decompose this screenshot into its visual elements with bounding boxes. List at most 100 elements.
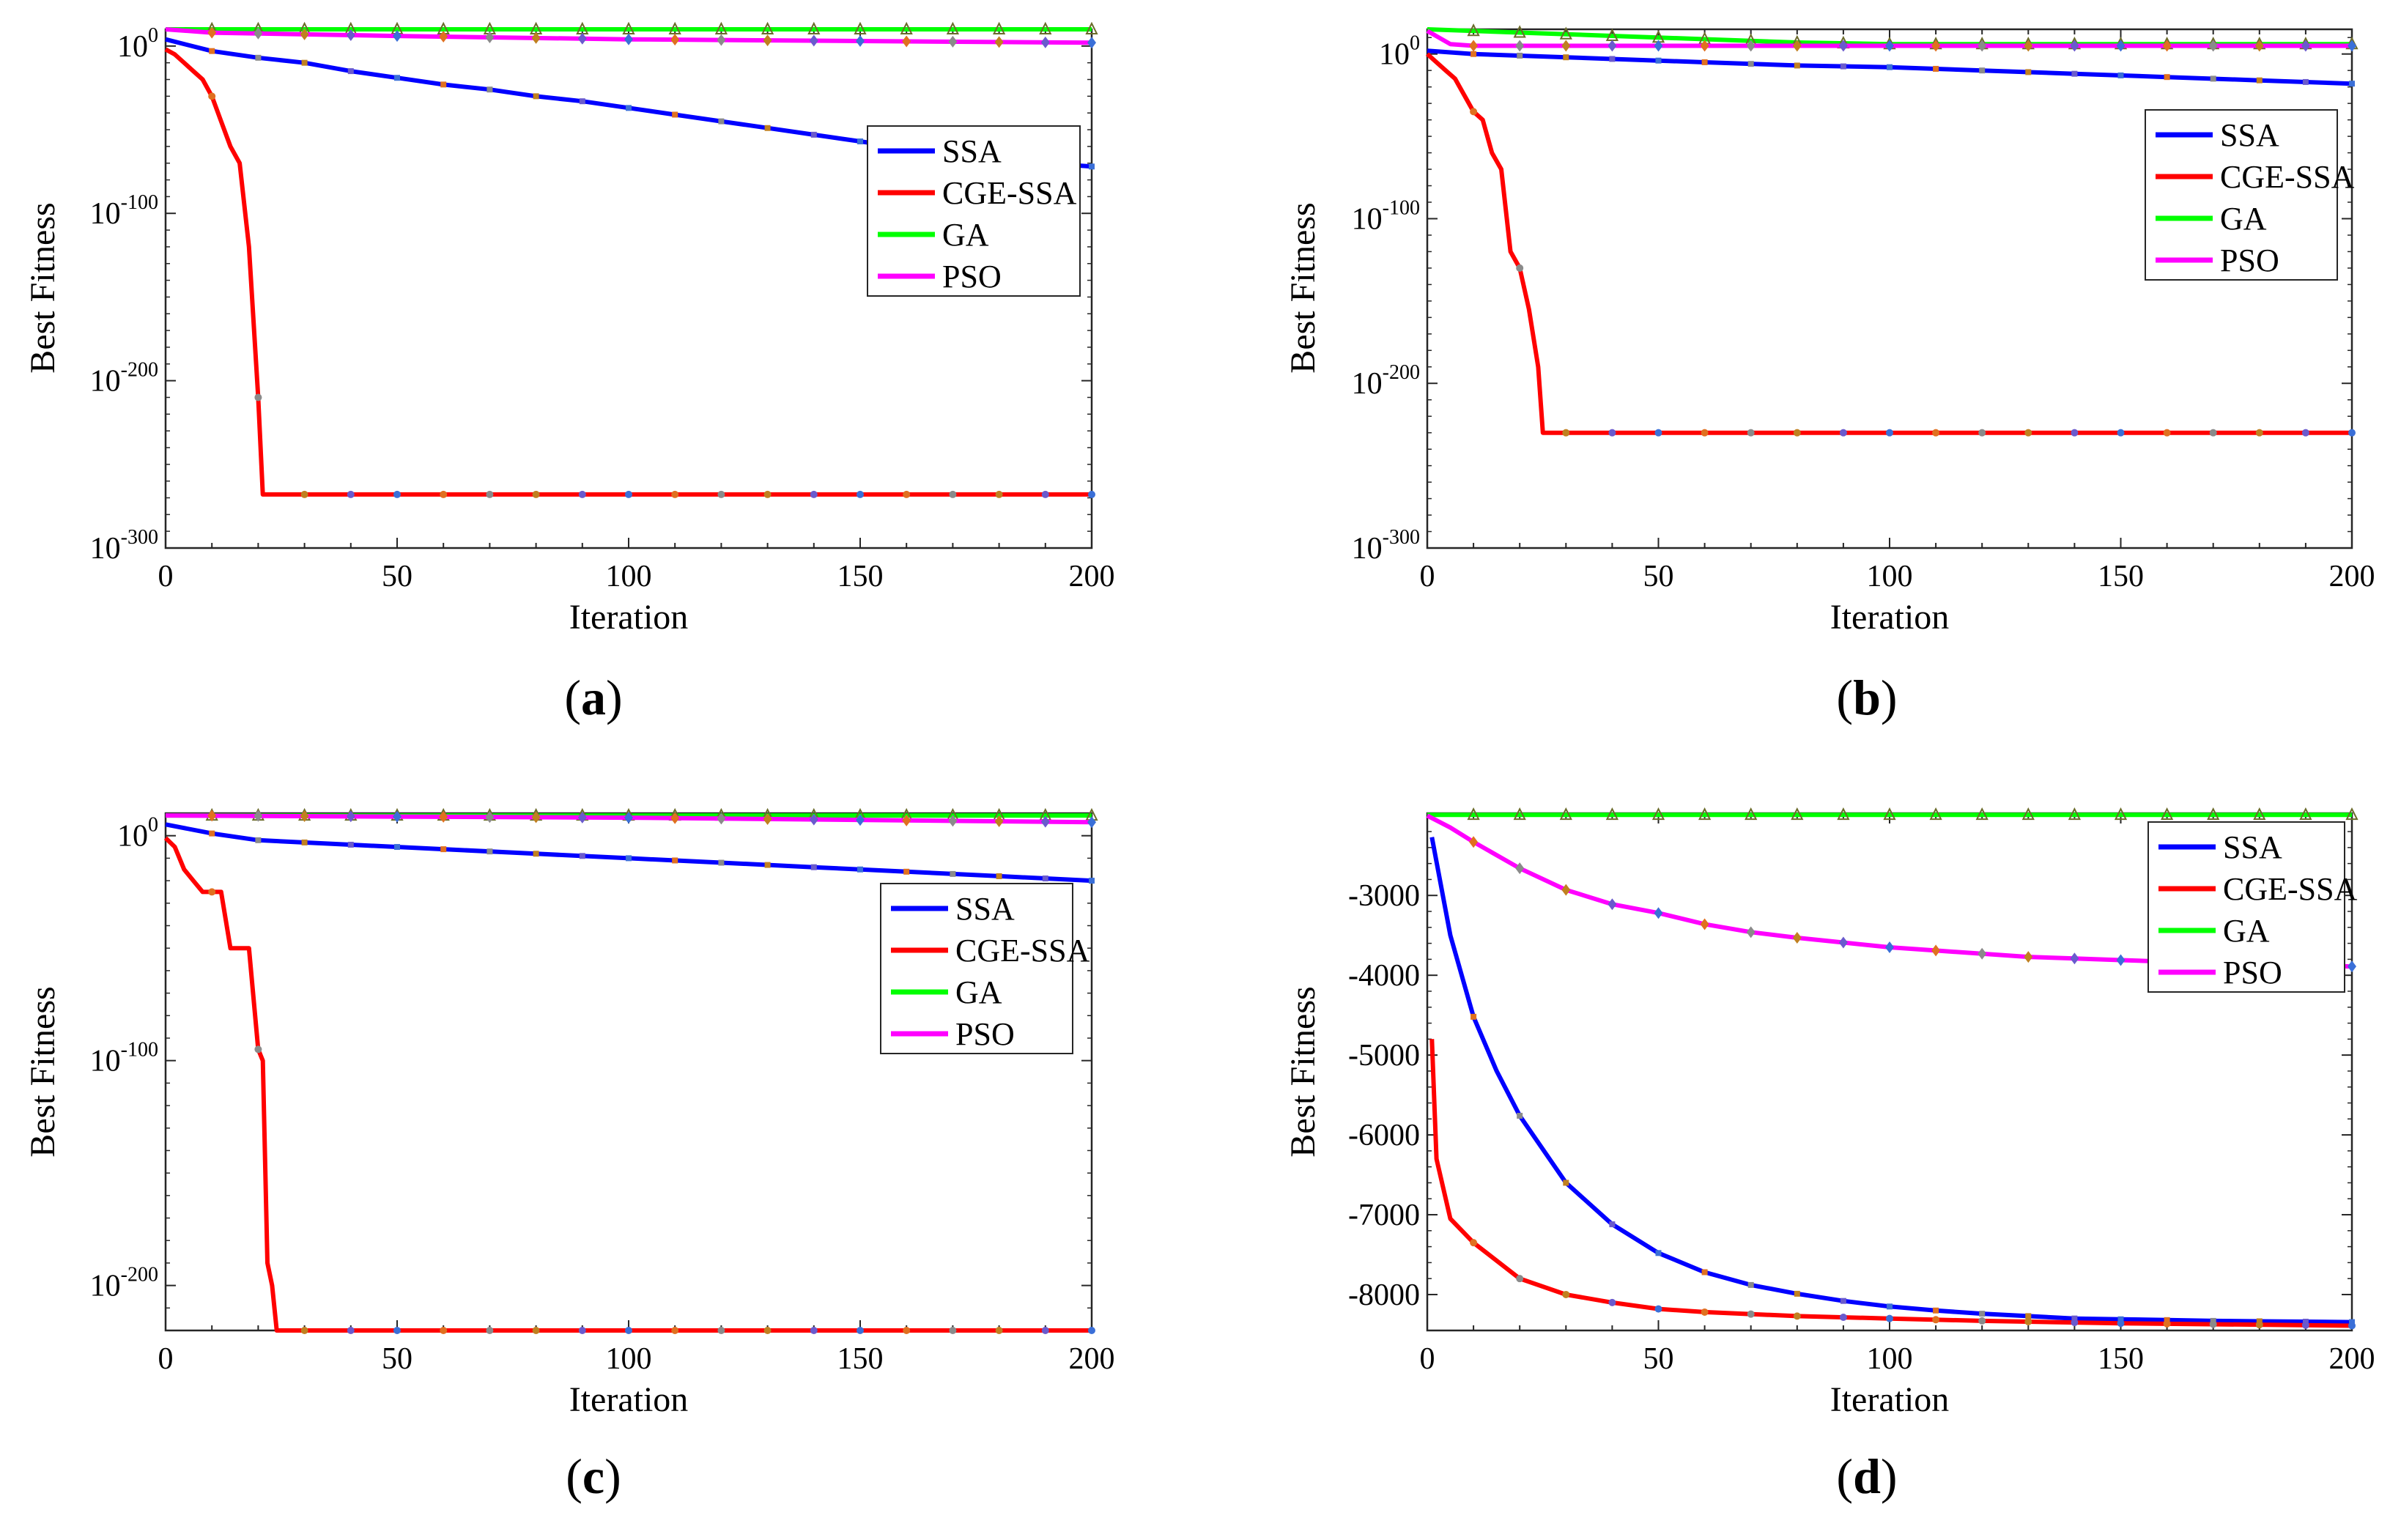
series-marker-pso: [1561, 40, 1571, 52]
series-marker-ssa: [1979, 67, 1986, 74]
legend-box: [880, 883, 1073, 1054]
series-marker-pso: [346, 29, 355, 41]
series-marker-ga: [1605, 807, 1619, 821]
series-marker-cge-ssa: [347, 1327, 355, 1334]
series-marker-pso: [2116, 40, 2126, 52]
x-axis-label: Iteration: [569, 598, 689, 637]
series-marker-pso: [902, 35, 911, 48]
y-axis-label: Best Fitness: [23, 202, 62, 373]
legend: SSA CGE-SSA GA PSO: [880, 883, 1090, 1054]
series-marker-cge-ssa: [2209, 1320, 2217, 1328]
y-axis-label: Best Fitness: [1284, 986, 1322, 1157]
series-marker-cge-ssa: [2301, 429, 2309, 437]
series-marker-ssa: [857, 866, 863, 873]
legend-label-ssa: SSA: [2223, 829, 2282, 865]
series-marker-pso: [1746, 926, 1756, 939]
series-marker-pso: [1746, 40, 1756, 52]
y-axis-label: Best Fitness: [23, 986, 62, 1157]
series-marker-cge-ssa: [208, 888, 216, 896]
x-tick-label: 100: [606, 1342, 652, 1376]
series-marker-cge-ssa: [2255, 1321, 2263, 1329]
series-marker-pso: [670, 812, 680, 824]
series-marker-ga: [2114, 807, 2128, 821]
series-marker-cge-ssa: [1608, 429, 1616, 437]
series-marker-pso: [624, 812, 633, 824]
x-tick-label: 50: [382, 560, 413, 593]
series-marker-pso: [1792, 931, 1802, 944]
series-marker-ssa: [1794, 62, 1800, 69]
series-marker-pso: [531, 811, 541, 823]
x-tick-label: 50: [1643, 1342, 1674, 1376]
series-marker-ssa: [347, 841, 354, 848]
series-marker-ssa: [1470, 51, 1477, 57]
legend-label-cge-ssa: CGE-SSA: [2220, 159, 2355, 195]
series-marker-ga: [992, 21, 1006, 34]
series-marker-ga: [1039, 21, 1052, 34]
x-tick-label: 100: [1867, 560, 1913, 593]
series-marker-pso: [300, 28, 309, 40]
series-marker-ssa: [1609, 1221, 1616, 1228]
x-tick-label: 0: [158, 1342, 174, 1376]
chart-panel-c: 0 50 100 150 200 100 10-100 10-200 Iteration Best…: [23, 807, 1115, 1504]
series-marker-cge-ssa: [1041, 1327, 1049, 1334]
series-marker-cge-ssa: [671, 1327, 679, 1334]
series-marker-ssa: [255, 54, 262, 61]
series-marker-cge-ssa: [1041, 490, 1049, 498]
series-marker-pso: [346, 810, 355, 823]
series-line-cge-ssa: [1429, 1039, 2353, 1328]
series-marker-pso: [2208, 40, 2218, 52]
legend-box: [867, 125, 1081, 297]
y-tick-label: 10-200: [90, 1264, 158, 1303]
series-marker-ga: [2253, 807, 2266, 821]
series-marker-cge-ssa: [2301, 1321, 2309, 1329]
series-marker-pso: [994, 815, 1004, 828]
series-marker-ssa: [626, 855, 632, 862]
series-marker-ssa: [1089, 163, 1095, 170]
series-line-pso: [165, 27, 1092, 45]
series-marker-cge-ssa: [578, 490, 586, 498]
series-marker-cge-ssa: [810, 1327, 818, 1334]
series-marker-pso: [2070, 40, 2079, 52]
y-tick-label: 10-100: [1352, 196, 1420, 236]
series-marker-ssa: [1609, 56, 1616, 62]
series-marker-cge-ssa: [1562, 429, 1570, 437]
series-marker-cge-ssa: [717, 1327, 725, 1334]
series-marker-ga: [1837, 807, 1850, 821]
series-marker-ssa: [1840, 63, 1846, 70]
x-tick-label: 0: [1420, 1342, 1435, 1376]
series-marker-cge-ssa: [486, 490, 494, 498]
series-marker-ga: [1085, 21, 1098, 34]
series-marker-ssa: [626, 105, 632, 111]
series-marker-cge-ssa: [1562, 1290, 1570, 1298]
x-tick-label: 200: [2329, 1342, 2375, 1376]
series-marker-pso: [717, 34, 726, 46]
series-marker-pso: [1469, 836, 1479, 848]
series-marker-ssa: [996, 873, 1002, 879]
series-marker-cge-ssa: [995, 1327, 1003, 1334]
y-tick-label: -5000: [1348, 1039, 1420, 1073]
series-line-pso: [1426, 29, 2352, 48]
x-tick-label: 0: [158, 560, 174, 593]
series-marker-pso: [2348, 40, 2356, 52]
series-marker-cge-ssa: [208, 92, 216, 100]
series-marker-ssa: [301, 59, 308, 66]
series-marker-cge-ssa: [2209, 429, 2217, 437]
series-marker-pso: [393, 810, 402, 823]
y-tick-label: -6000: [1348, 1119, 1420, 1152]
series-marker-cge-ssa: [2024, 1318, 2032, 1326]
legend: SSA CGE-SSA GA PSO: [2147, 821, 2358, 993]
series-marker-pso: [207, 26, 217, 39]
series-marker-cge-ssa: [1088, 1327, 1095, 1334]
series-marker-pso: [485, 811, 495, 823]
y-tick-label: -8000: [1348, 1278, 1420, 1312]
x-tick-label: 200: [1069, 1342, 1115, 1376]
series-marker-pso: [207, 810, 217, 822]
series-marker-cge-ssa: [393, 1327, 401, 1334]
series-marker-ssa: [209, 48, 215, 54]
x-axis-label: Iteration: [1830, 598, 1950, 637]
series-marker-cge-ssa: [1932, 1316, 1940, 1324]
series-marker-cge-ssa: [671, 490, 679, 498]
series-marker-ssa: [2025, 69, 2032, 75]
series-marker-ssa: [2302, 78, 2309, 85]
series-marker-ga: [1883, 807, 1896, 821]
